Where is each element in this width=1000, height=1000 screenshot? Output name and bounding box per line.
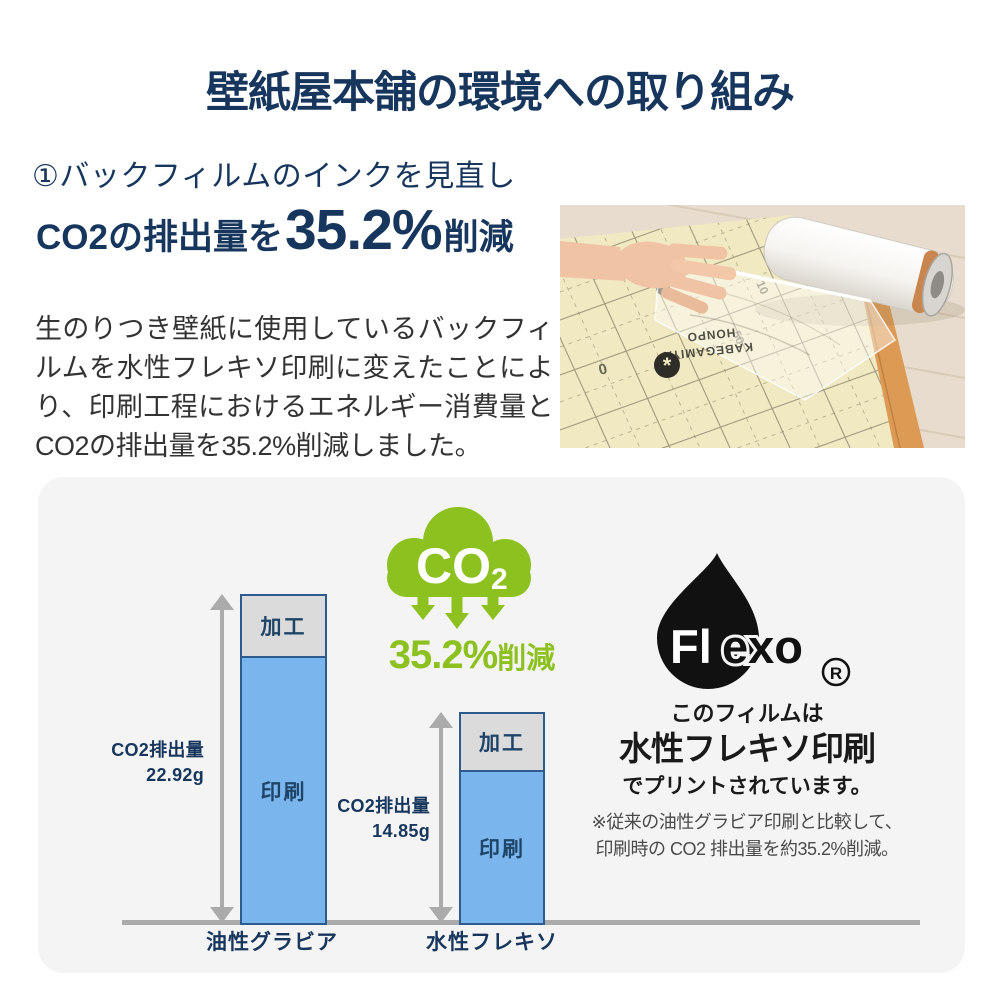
ruler-number-50: 50 [729,329,747,347]
intro-paragraph: 生のりつき壁紙に使用しているバックフィルムを水性フレキソ印刷に変えたことにより、… [35,314,554,461]
flexo-drop-icon [657,553,759,689]
bar-flexo-printing-segment: 印刷 [461,772,543,923]
total-label-gravure-title: CO2排出量 [111,740,204,760]
co2-cloud-icon: CO2 [376,497,546,637]
total-label-gravure: CO2排出量 22.92g [52,738,204,788]
total-label-flexo-value: 14.85g [372,821,430,841]
film-circle-logo [654,352,680,378]
flexo-footnote-line2: 印刷時の CO2 排出量を約35.2%削減。 [595,839,899,859]
flexo-caption-line3: でプリントされています。 [622,775,872,798]
bar-gravure: 加工 印刷 [240,594,327,925]
reduction-label: 削減 [497,643,556,675]
ruler-number-0: 0 [597,360,609,379]
co2-reduction-headline: CO2の排出量を 35.2% 削減 [36,202,514,259]
bar-flexo-processing-segment: 加工 [461,714,543,772]
category-label-gravure: 油性グラビア [206,931,338,954]
measure-arrow-flexo [429,712,453,923]
flexo-caption-line1: このフィルムは [670,701,824,726]
headline-prefix: CO2の排出量を [36,218,283,257]
total-label-flexo: CO2排出量 14.85g [278,794,430,844]
wallpaper-film-photo: 0 10 50 KABEGAMIYA HONPO * [560,205,965,448]
total-label-gravure-value: 22.92g [146,765,204,785]
category-label-flexo: 水性フレキソ [426,931,558,954]
hand [560,241,737,314]
wallpaper-film-photo-illustration: 0 10 50 KABEGAMIYA HONPO * [560,205,965,448]
ruler-number-10: 10 [753,279,771,297]
arrow-head-up-icon [210,594,234,610]
flexo-footnote-line1: ※従来の油性グラビア印刷と比較して、 [591,812,903,832]
wallpaper-roll [755,216,965,326]
arrow-head-down-icon [210,907,234,923]
registered-trademark-letter: R [830,664,842,683]
page-title: 壁紙屋本舗の環境への取り組み [206,69,795,117]
registered-trademark-icon [821,657,851,687]
bar-gravure-processing-segment: 加工 [242,596,325,658]
segment-label-processing: 加工 [479,732,525,755]
arrow-shaft [439,725,443,910]
headline-percentage: 35.2% [284,198,443,262]
arrow-head-down-icon [429,907,453,923]
flexo-logo: Fl exo R [650,550,855,690]
flexo-caption-line2: 水性フレキソ印刷 [619,730,876,767]
reduction-value: 35.2% [388,633,498,677]
bar-flexo: 加工 印刷 [459,712,545,925]
cloud-co2-subscript: 2 [491,563,508,596]
total-label-flexo-title: CO2排出量 [337,796,430,816]
flexo-footnote: ※従来の油性グラビア印刷と比較して、 印刷時の CO2 排出量を約35.2%削減… [577,809,917,863]
segment-label-printing: 印刷 [260,780,307,804]
flexo-logo-text-black: exo [722,620,803,673]
cloud-co-label: CO [416,538,491,594]
film-text-line2: HONPO [686,325,736,344]
arrow-head-up-icon [429,712,453,728]
segment-label-processing: 加工 [260,616,307,639]
reduction-percentage: 35.2% 削減 [362,635,582,675]
flexo-logo-text-white: Fl [670,620,712,673]
headline-suffix: 削減 [443,218,514,257]
film-circle-logo-glyph: * [663,353,672,378]
measure-arrow-gravure [210,594,234,923]
cloud-co2-text: CO2 [416,538,508,596]
segment-label-printing: 印刷 [479,837,525,861]
section-heading: ①バックフィルムのインクを見直し [32,160,516,193]
bar-gravure-printing-segment: 印刷 [242,658,325,923]
arrow-shaft [220,607,224,910]
comparison-panel: 加工 印刷 CO2排出量 22.92g 油性グラビア CO2 35.2% 削減 [38,477,965,973]
